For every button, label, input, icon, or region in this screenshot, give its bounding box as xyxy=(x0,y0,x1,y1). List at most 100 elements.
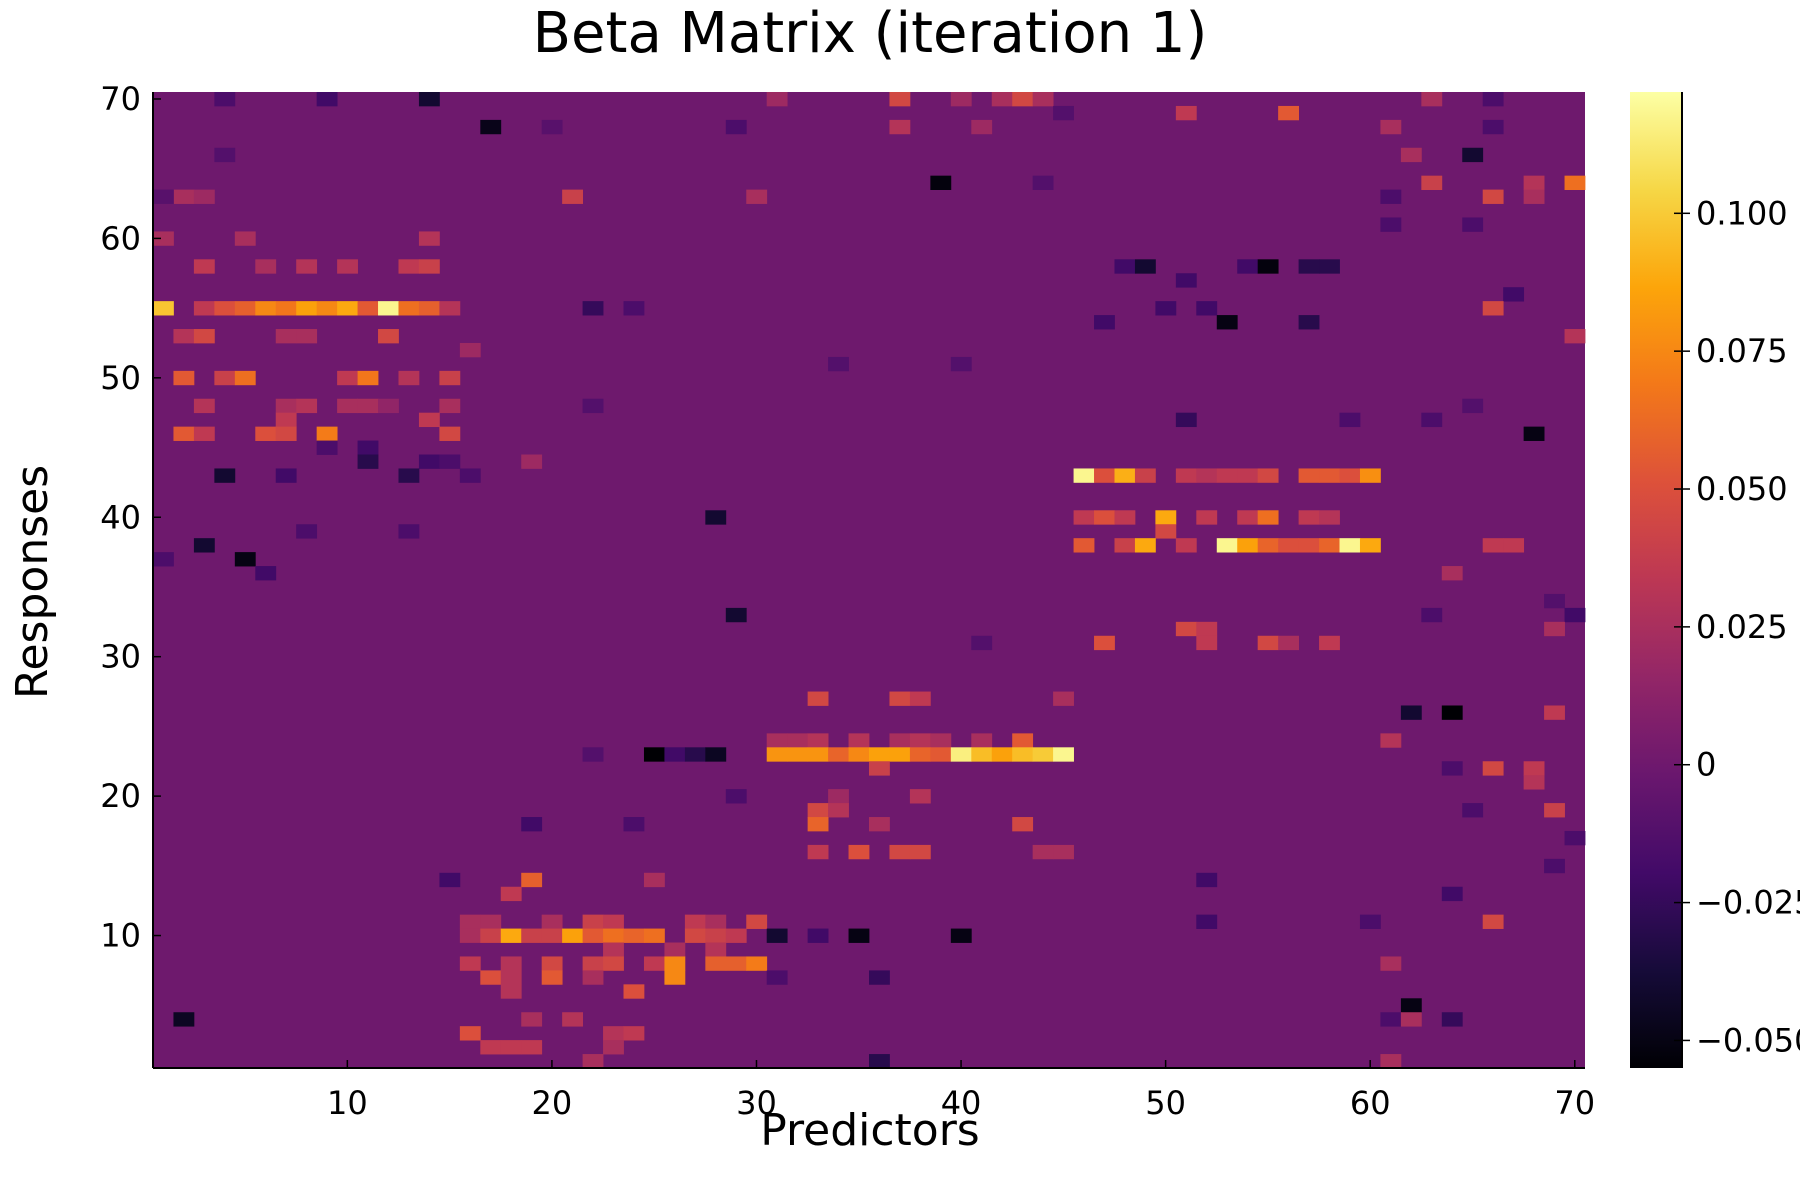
colorbar-tick-label: 0.075 xyxy=(1696,332,1788,370)
heatmap-cell xyxy=(1544,621,1565,637)
heatmap-cell xyxy=(500,956,522,971)
heatmap-cell xyxy=(725,928,747,943)
heatmap-cell xyxy=(1482,914,1504,929)
heatmap-cell xyxy=(1380,119,1402,135)
heatmap-cell xyxy=(869,1054,890,1069)
heatmap-cell xyxy=(193,301,215,316)
heatmap-cell xyxy=(153,189,174,204)
heatmap-cell xyxy=(848,747,870,762)
heatmap-cell xyxy=(828,803,849,818)
heatmap-cell xyxy=(193,538,215,553)
heatmap-cell xyxy=(316,440,338,455)
heatmap-cell xyxy=(971,747,993,762)
heatmap-cell xyxy=(1257,468,1279,483)
heatmap-cell xyxy=(787,733,809,748)
heatmap-cell xyxy=(603,1040,624,1055)
heatmap-cell xyxy=(398,524,420,539)
x-tick-label: 30 xyxy=(736,1084,777,1122)
heatmap-cell xyxy=(746,956,768,971)
heatmap-cell xyxy=(746,914,768,929)
heatmap-cell xyxy=(1482,538,1504,553)
heatmap-cell xyxy=(1175,468,1197,483)
heatmap-cell xyxy=(357,454,379,469)
heatmap-cell xyxy=(153,231,174,246)
heatmap-cell xyxy=(746,189,768,204)
heatmap-cell xyxy=(1155,510,1177,525)
heatmap-cell xyxy=(725,119,747,135)
heatmap-cell xyxy=(1196,621,1218,637)
heatmap-cell xyxy=(173,1012,195,1027)
heatmap-cell xyxy=(643,956,665,971)
heatmap-cell xyxy=(705,956,727,971)
heatmap-cell xyxy=(1564,175,1586,190)
heatmap-cell xyxy=(807,928,829,943)
heatmap-cell xyxy=(1319,635,1340,651)
heatmap-cell xyxy=(500,928,522,943)
heatmap-cell xyxy=(1482,761,1504,776)
heatmap-cell xyxy=(1400,147,1422,163)
heatmap-cell xyxy=(766,970,788,985)
heatmap-cell xyxy=(1278,635,1299,651)
heatmap-cell xyxy=(337,301,358,316)
heatmap-cell xyxy=(1380,1012,1402,1027)
x-tick-label: 50 xyxy=(1145,1084,1186,1122)
heatmap-cell xyxy=(1094,468,1115,483)
colorbar-tick-label: 0.050 xyxy=(1696,470,1788,508)
heatmap-cell xyxy=(848,844,870,860)
heatmap-cell xyxy=(1380,1054,1402,1069)
heatmap-cell xyxy=(1482,189,1504,204)
heatmap-cell xyxy=(255,426,277,441)
heatmap-cell xyxy=(991,92,1013,107)
heatmap-cell xyxy=(807,817,829,832)
heatmap-cell xyxy=(848,928,870,943)
heatmap-cell xyxy=(521,928,543,943)
heatmap-cell xyxy=(541,928,563,943)
heatmap-cell xyxy=(869,817,890,832)
heatmap-cell xyxy=(623,984,645,999)
heatmap-cell xyxy=(1175,621,1197,637)
heatmap-cell xyxy=(1032,844,1054,860)
heatmap-cell xyxy=(1319,538,1340,553)
y-tick-label: 40 xyxy=(100,498,141,536)
heatmap-cell xyxy=(582,1054,604,1069)
heatmap-cell xyxy=(500,886,522,902)
heatmap-cell xyxy=(725,789,747,804)
heatmap-cell xyxy=(459,342,481,358)
heatmap-cell xyxy=(909,733,931,748)
y-tick-label: 70 xyxy=(100,80,141,118)
heatmap-cell xyxy=(664,956,686,971)
heatmap-cell xyxy=(193,329,215,344)
heatmap-cell xyxy=(807,747,829,762)
heatmap-cell xyxy=(398,370,420,386)
heatmap-cell xyxy=(828,356,849,372)
heatmap-cell xyxy=(418,301,440,316)
heatmap-cell xyxy=(357,440,379,455)
heatmap-cell xyxy=(521,1040,543,1055)
heatmap-cell xyxy=(1257,259,1279,274)
heatmap-cell xyxy=(766,928,788,943)
heatmap-cell xyxy=(1462,217,1484,232)
heatmap-cell xyxy=(643,747,665,762)
heatmap-cell xyxy=(1523,189,1545,204)
heatmap-cell xyxy=(1482,92,1504,107)
heatmap-cell xyxy=(1441,705,1463,720)
heatmap-cell xyxy=(869,970,890,985)
heatmap-cell xyxy=(255,259,277,274)
heatmap-cell xyxy=(582,747,604,762)
heatmap-cell xyxy=(623,817,645,832)
colorbar: −0.050 −0.025 0 0.025 0.050 0.075 0.100 xyxy=(1630,92,1800,1068)
heatmap-cell xyxy=(705,942,727,957)
heatmap-cell xyxy=(643,928,665,943)
heatmap-cell xyxy=(439,398,461,414)
heatmap-cell xyxy=(766,747,788,762)
heatmap-cell xyxy=(275,468,297,483)
heatmap-cell xyxy=(480,928,502,943)
heatmap-cell xyxy=(500,984,522,999)
heatmap-cell xyxy=(1462,803,1484,818)
heatmap-cell xyxy=(214,147,236,163)
heatmap-cell xyxy=(1400,998,1422,1013)
heatmap-cell xyxy=(1380,217,1402,232)
heatmap-cell xyxy=(1053,105,1074,121)
heatmap-cell xyxy=(1175,273,1197,288)
heatmap-cell xyxy=(971,733,993,748)
